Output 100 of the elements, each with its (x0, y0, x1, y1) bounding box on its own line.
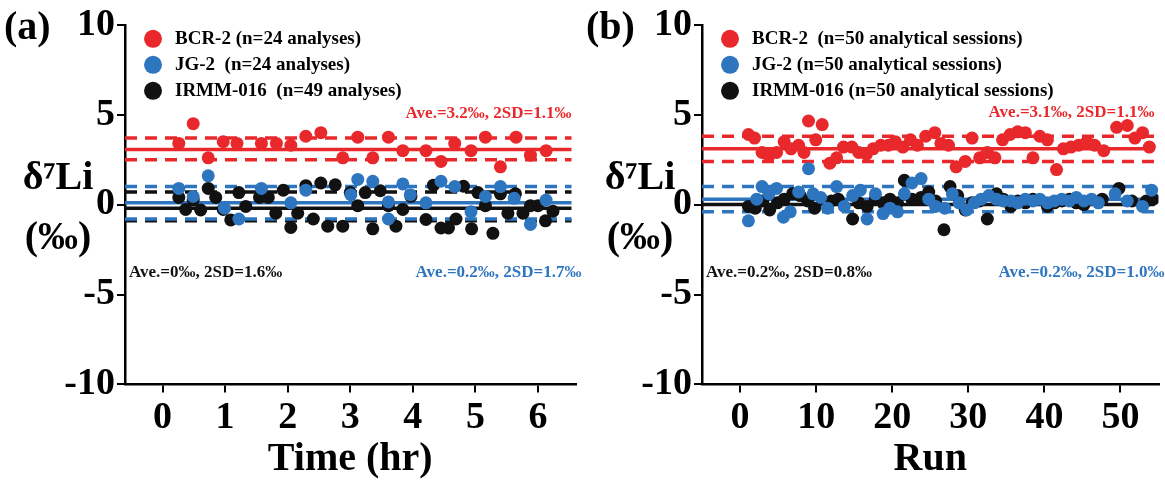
point (938, 201, 952, 215)
point (194, 203, 208, 217)
legend-label: BCR-2 (n=50 analytical sessions) (752, 26, 1023, 49)
y-tick-label: -5 (660, 270, 692, 313)
point (1120, 118, 1134, 132)
point (269, 136, 283, 150)
point (815, 118, 829, 132)
point (910, 138, 924, 152)
point (434, 154, 448, 168)
point (770, 181, 784, 195)
point (201, 151, 215, 165)
point (897, 187, 911, 201)
x-tick-label: 30 (949, 394, 988, 437)
point (538, 214, 552, 228)
x-axis-title: Time (hr) (267, 434, 433, 480)
point (830, 151, 844, 165)
legend-label: JG-2 (n=24 analyses) (175, 52, 350, 75)
point (988, 151, 1002, 165)
point (539, 144, 553, 158)
x-tick-label: 40 (1025, 394, 1064, 437)
point (478, 190, 492, 204)
x-axis-title: Run (893, 434, 967, 480)
point (321, 219, 335, 233)
x-tick-label: 4 (403, 394, 423, 437)
point (802, 162, 816, 176)
point (419, 144, 433, 158)
point (351, 172, 365, 186)
point (381, 130, 395, 144)
point (366, 151, 380, 165)
point (230, 136, 244, 150)
point (1050, 163, 1064, 177)
point (216, 135, 230, 149)
point (980, 212, 994, 226)
x-tick-label: 0 (730, 394, 750, 437)
point (276, 183, 290, 197)
x-tick-label: 1 (215, 394, 235, 437)
point (486, 226, 500, 240)
point (914, 172, 928, 186)
point (783, 205, 797, 219)
legend-label: IRMM-016 (n=49 analyses) (175, 78, 402, 101)
chart-title: (a) (4, 3, 51, 49)
point (830, 180, 844, 194)
point (748, 131, 761, 145)
point (1142, 140, 1156, 154)
point (291, 206, 305, 220)
point (802, 114, 816, 128)
point (945, 187, 959, 201)
point (539, 193, 553, 207)
point (336, 151, 350, 165)
point (172, 136, 186, 150)
point (314, 126, 328, 140)
point (1088, 138, 1102, 152)
point (434, 174, 448, 188)
point (179, 202, 193, 216)
point (509, 130, 523, 144)
point (1136, 126, 1150, 140)
y-axis-title: δ⁷Li (‰) (22, 152, 94, 258)
point (201, 181, 215, 195)
point (284, 138, 298, 152)
point (306, 212, 320, 226)
point (396, 177, 410, 191)
point (351, 199, 365, 213)
point (186, 117, 200, 131)
point (792, 185, 806, 199)
point (1018, 126, 1032, 140)
point (465, 222, 479, 236)
point (868, 187, 882, 201)
point (1026, 151, 1040, 165)
point (546, 204, 560, 218)
point (891, 205, 905, 219)
point (366, 174, 380, 188)
annotation: Ave.=0.2‰, 2SD=1.0‰ (998, 261, 1165, 281)
y-tick-label: -10 (64, 360, 115, 403)
point (239, 199, 253, 213)
point (172, 181, 186, 195)
annotation: Ave.=3.1‰, 2SD=1.1‰ (988, 102, 1155, 122)
point (381, 195, 395, 209)
x-tick-label: 20 (873, 394, 912, 437)
x-tick-label: 50 (1101, 394, 1140, 437)
legend-label: IRMM-016 (n=50 analytical sessions) (752, 78, 1054, 101)
point (1097, 144, 1111, 158)
point (1120, 194, 1134, 208)
point (448, 136, 462, 150)
point (770, 145, 784, 159)
annotation: Ave.=0.2‰, 2SD=1.7‰ (415, 261, 582, 281)
point (797, 145, 811, 159)
x-tick-label: 6 (528, 394, 548, 437)
point (284, 196, 298, 210)
legend-label: JG-2 (n=50 analytical sessions) (752, 52, 1002, 75)
y-tick-label: -10 (641, 360, 692, 403)
point (860, 199, 874, 213)
point (269, 206, 283, 220)
annotation: Ave.=0‰, 2SD=1.6‰ (129, 261, 283, 281)
point (464, 144, 478, 158)
point (299, 129, 313, 143)
point (814, 190, 828, 204)
annotation: Ave.=0.2‰, 2SD=0.8‰ (706, 261, 872, 281)
point (965, 131, 979, 145)
point (1091, 196, 1105, 210)
point (493, 180, 507, 194)
